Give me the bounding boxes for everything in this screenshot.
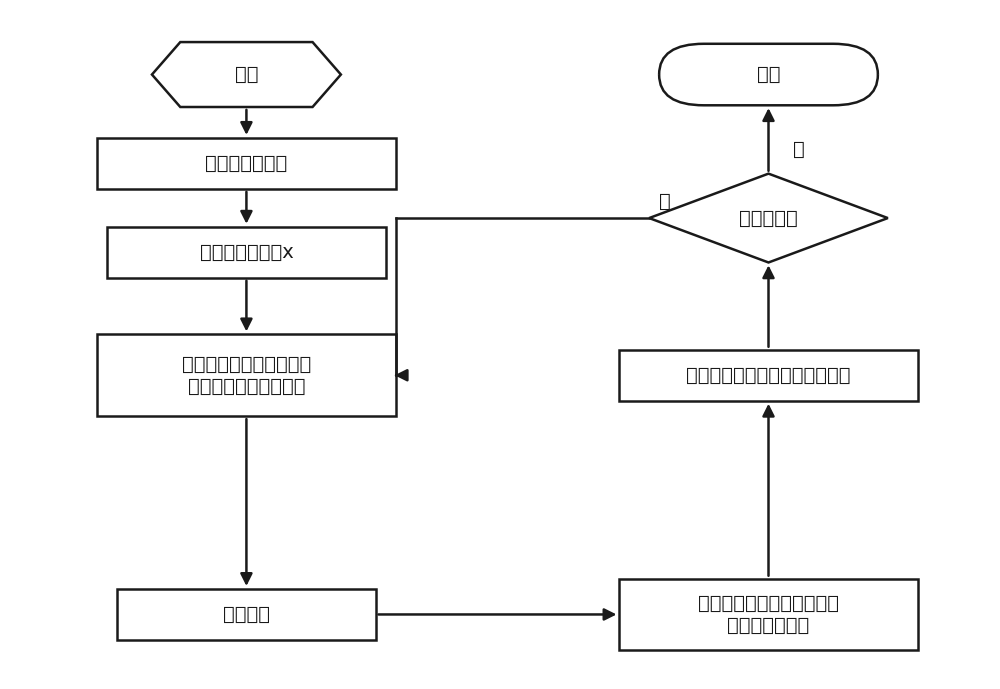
FancyBboxPatch shape (659, 44, 878, 105)
Text: 计算模态应变能和模态动能
进行灵敏度计算: 计算模态应变能和模态动能 进行灵敏度计算 (698, 594, 839, 635)
Bar (97, 334, 396, 416)
Text: 是: 是 (793, 141, 805, 159)
Bar (117, 589, 376, 640)
Text: 初始化设计变量x: 初始化设计变量x (200, 243, 293, 262)
Bar (619, 579, 918, 650)
Text: 开始: 开始 (235, 65, 258, 84)
Text: 终止: 终止 (757, 65, 780, 84)
Text: 建立有限元模型: 建立有限元模型 (205, 154, 288, 173)
Text: 根据设计变量对应的相对
密度重新定义材料属性: 根据设计变量对应的相对 密度重新定义材料属性 (182, 355, 311, 395)
Text: 模态分析: 模态分析 (223, 605, 270, 624)
Bar (107, 227, 386, 278)
Bar (97, 138, 396, 189)
Text: 根据变量升级格式更新设计变量: 根据变量升级格式更新设计变量 (686, 366, 851, 384)
Text: 收敛性检查: 收敛性检查 (739, 209, 798, 227)
Text: 否: 否 (659, 192, 671, 210)
Bar (619, 349, 918, 401)
